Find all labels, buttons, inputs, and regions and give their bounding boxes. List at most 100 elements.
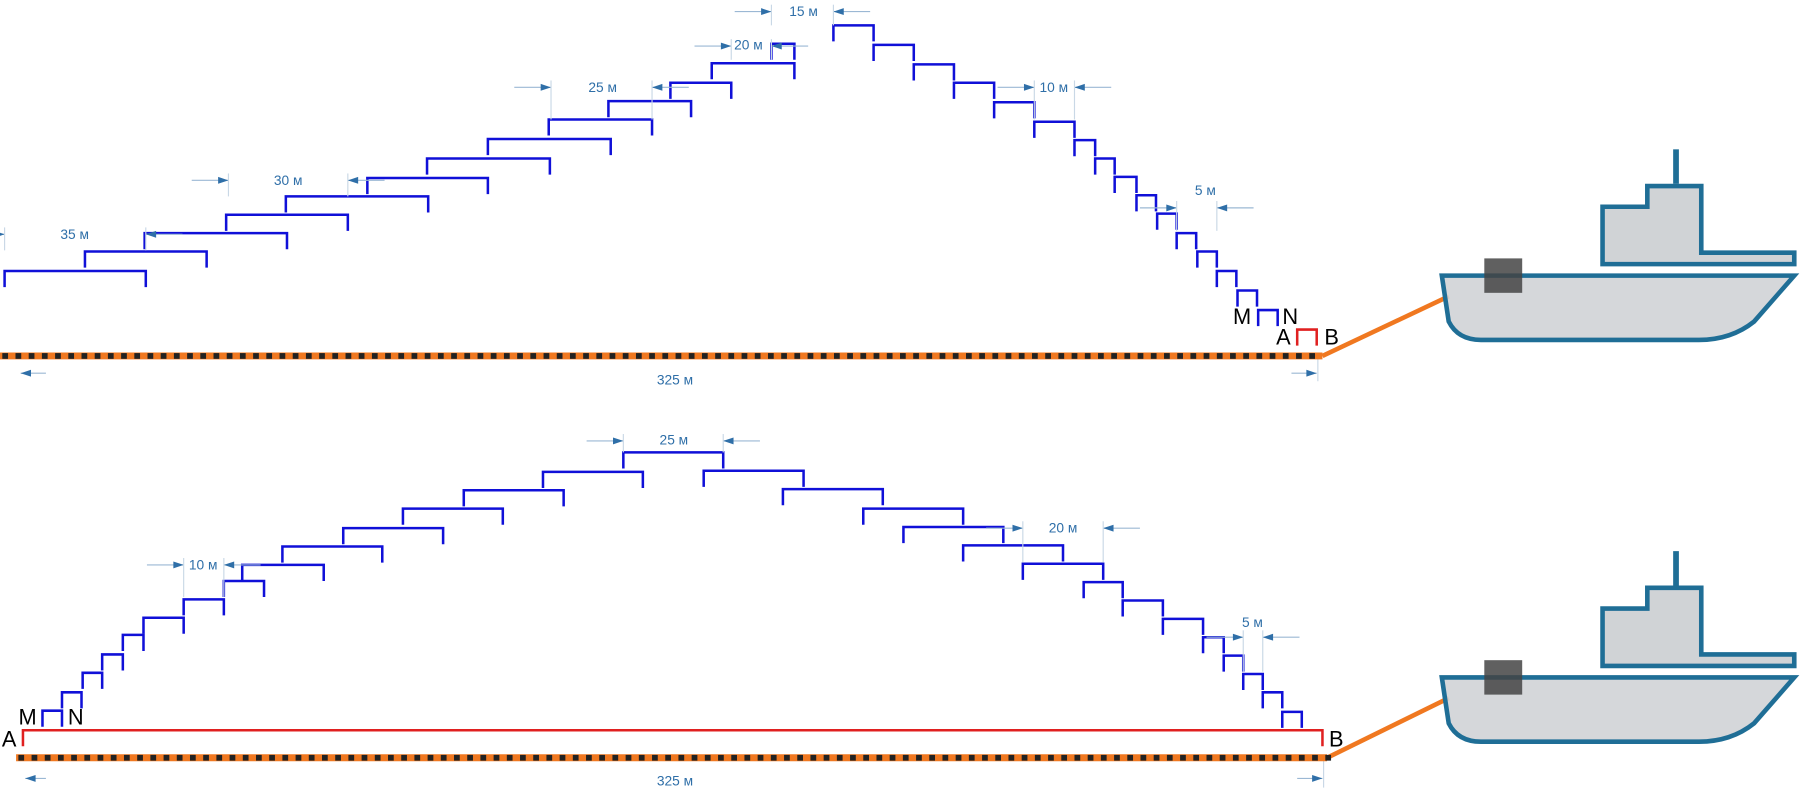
cable-node: [556, 353, 563, 359]
electrode-pair: [541, 470, 645, 488]
electrode-label: N: [68, 704, 84, 729]
cable-node: [467, 754, 473, 761]
electrode-pair: [1196, 250, 1219, 268]
electrode-pair: [1113, 175, 1138, 193]
cable-node: [57, 754, 64, 761]
cable-node: [1230, 353, 1236, 359]
cable-node: [1193, 754, 1200, 761]
cable-node: [715, 353, 721, 359]
cable-node: [1005, 353, 1012, 359]
cable-node: [253, 353, 259, 359]
cable-node: [781, 353, 787, 359]
cable-node: [440, 754, 447, 761]
cable-node: [1243, 353, 1249, 359]
electrode-pair: [1241, 672, 1265, 691]
cable-node: [649, 353, 655, 359]
cable-node: [1100, 754, 1107, 761]
cable-node: [741, 353, 748, 359]
ship-hull: [1439, 675, 1800, 744]
cable-node: [836, 754, 843, 761]
electrode-pair: [60, 691, 83, 709]
electrode-pair: [547, 118, 654, 136]
cable-node: [1312, 754, 1318, 761]
arrow-head: [1074, 83, 1085, 91]
cable-node: [200, 353, 207, 359]
electrode-pair: [3, 269, 148, 288]
electrode-label: B: [1324, 324, 1339, 349]
cable-node: [44, 754, 51, 761]
ship-cabin: [1600, 585, 1797, 669]
cable-node: [900, 353, 906, 359]
cable-node: [1045, 353, 1051, 359]
cable-node: [401, 754, 407, 761]
cable-node: [163, 754, 170, 761]
electrode-pair: [992, 101, 1036, 119]
cable-node: [295, 754, 302, 761]
cable-node: [1048, 754, 1054, 761]
cable-node: [94, 353, 101, 359]
cable-node: [797, 754, 803, 761]
cable-node: [31, 754, 38, 761]
electrode-pair: [1222, 654, 1245, 672]
electrode-label: M: [18, 704, 36, 729]
electrode-pair: [486, 137, 612, 156]
cable-node: [2, 353, 9, 359]
electrode-pair: [1256, 308, 1279, 327]
cable-node: [68, 353, 75, 359]
cable-node: [675, 353, 682, 359]
cable-node: [269, 754, 275, 761]
cable-node: [612, 754, 619, 761]
dimension-label: 20 м: [1049, 521, 1078, 536]
cable-node: [886, 353, 893, 359]
cable-node: [424, 353, 431, 359]
cable-node: [955, 754, 962, 761]
cable-node: [662, 353, 669, 359]
electrode-pair: [81, 671, 104, 689]
cable-node: [820, 353, 827, 359]
ship-winch: [1484, 660, 1523, 695]
cable-node: [150, 754, 157, 761]
cable-node: [929, 754, 936, 761]
ship: [1439, 551, 1800, 744]
cable-node: [546, 754, 553, 761]
electrode-pair: [83, 250, 208, 268]
electrode-pair: [1201, 635, 1225, 654]
electrode-pair: [961, 544, 1065, 562]
cable-node: [850, 754, 856, 761]
cable-node: [15, 353, 22, 359]
cable-node: [728, 353, 735, 359]
cable-node: [572, 754, 579, 761]
electrode-pair: [142, 616, 185, 634]
electrode-pair: [622, 451, 725, 469]
arrow-head: [20, 369, 31, 377]
cable-node: [319, 353, 325, 359]
electrode-pair: [1236, 289, 1259, 307]
cable-node: [454, 754, 460, 761]
cable-node: [332, 353, 339, 359]
cable-node: [1232, 754, 1239, 761]
cable-node: [1164, 353, 1170, 359]
cable-node: [84, 754, 91, 761]
cable-node: [1282, 353, 1289, 359]
cable-node: [757, 754, 764, 761]
cable-node: [638, 754, 645, 761]
electrode-pair: [41, 709, 64, 727]
cable-node: [348, 754, 355, 761]
cable-node: [1098, 353, 1104, 359]
cable-node: [411, 353, 418, 359]
cable-node: [1061, 754, 1068, 761]
electrode-pair: [1215, 269, 1238, 288]
electrode-pair: [100, 653, 125, 671]
cable-node: [398, 353, 405, 359]
cable-node: [427, 754, 434, 761]
cable-node: [665, 754, 671, 761]
cable-node: [110, 754, 117, 761]
arrow-head: [540, 83, 552, 91]
cable-node: [1018, 353, 1025, 359]
arrow-head: [0, 232, 5, 236]
cable-node: [282, 754, 289, 761]
cable-node: [81, 353, 88, 359]
current-line: [21, 728, 1324, 747]
cable-node: [847, 353, 853, 359]
cable-node: [279, 353, 286, 359]
